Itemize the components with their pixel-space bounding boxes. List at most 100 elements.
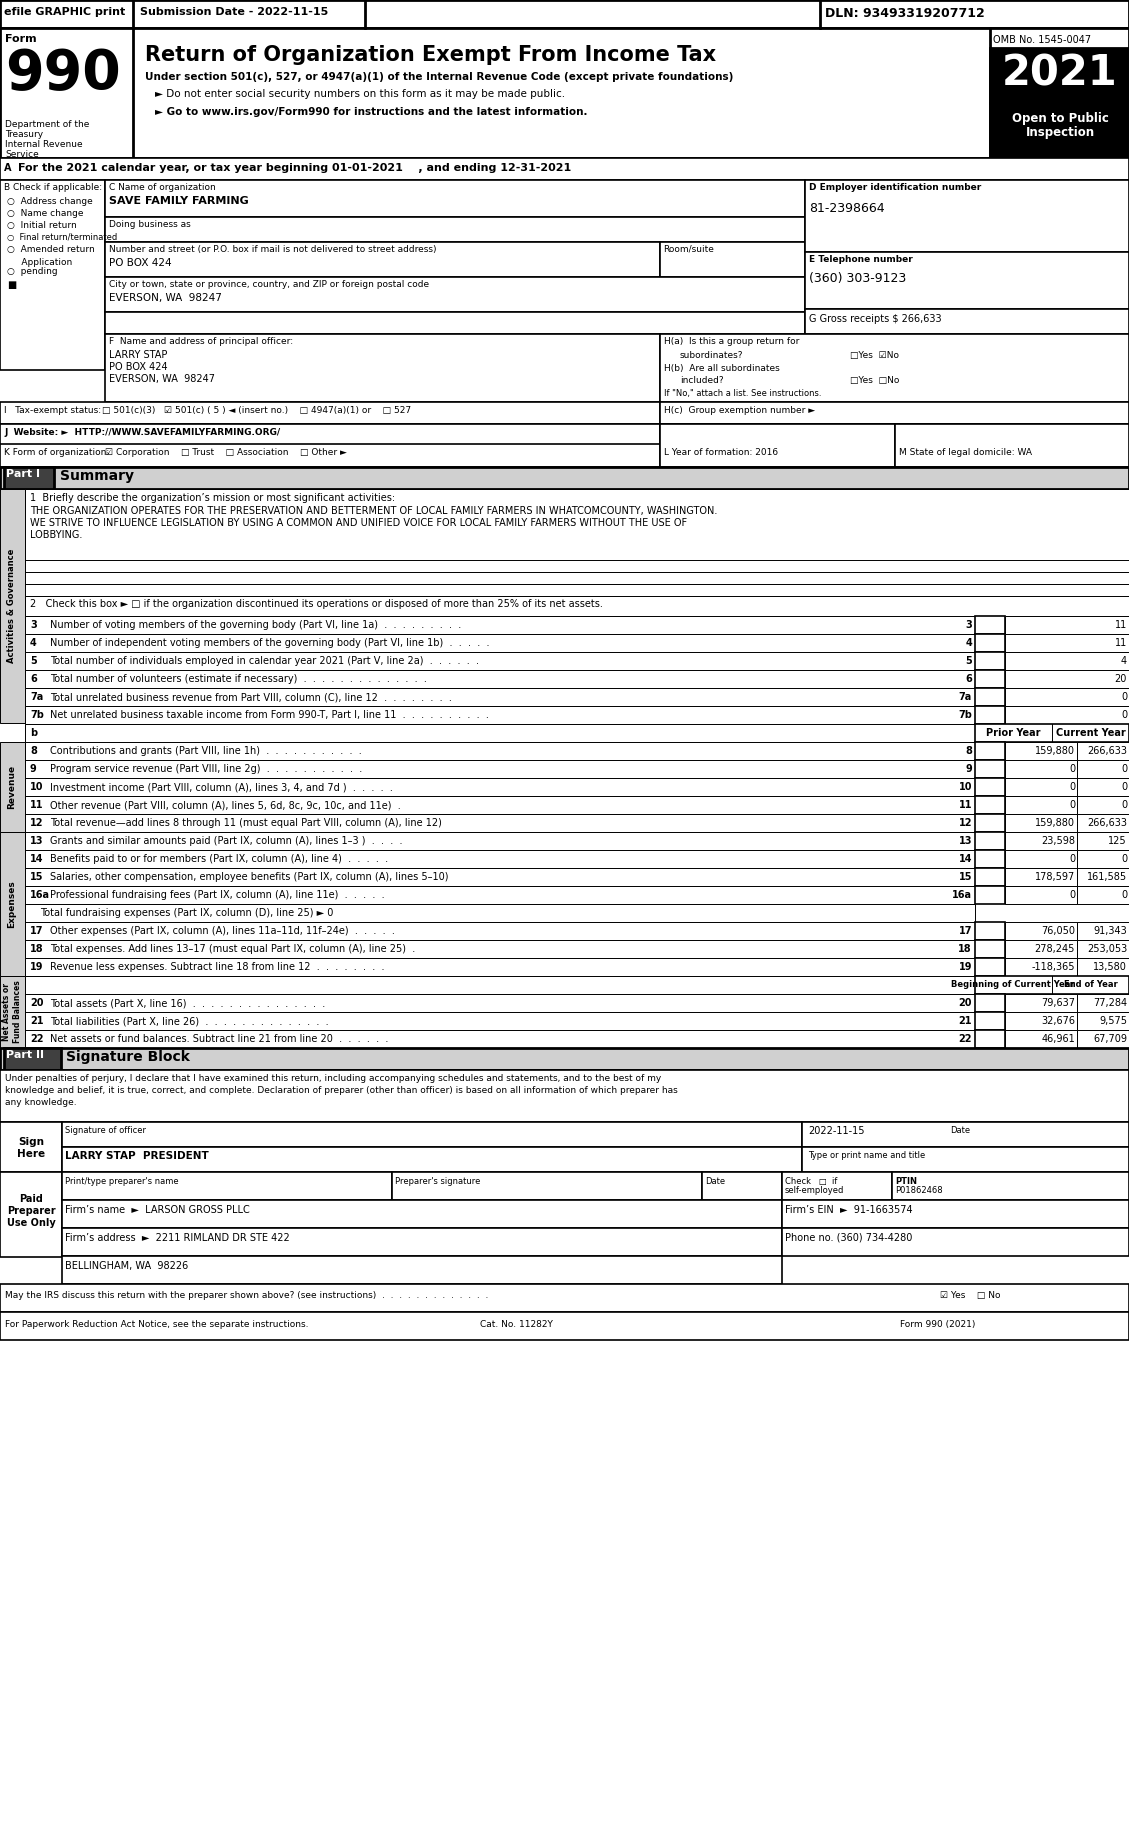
Bar (0, 1122, 62, 1172)
Text: Doing business as: Doing business as (110, 220, 191, 229)
Text: 2021: 2021 (1003, 52, 1118, 94)
Text: 79,637: 79,637 (1041, 998, 1075, 1007)
Bar (105, 312, 805, 334)
Bar (25, 597, 1129, 615)
Text: Part II: Part II (6, 1050, 44, 1061)
Text: 14: 14 (30, 854, 44, 865)
Text: Print/type preparer's name: Print/type preparer's name (65, 1177, 178, 1186)
Bar (702, 1172, 782, 1199)
Text: 15: 15 (959, 872, 972, 881)
Text: LOBBYING.: LOBBYING. (30, 530, 82, 540)
Bar (975, 671, 1005, 687)
Text: Department of the: Department of the (5, 120, 89, 129)
Text: 159,880: 159,880 (1035, 819, 1075, 828)
Text: 161,585: 161,585 (1087, 872, 1127, 881)
Bar (25, 957, 975, 976)
Bar (1005, 832, 1077, 850)
Text: THE ORGANIZATION OPERATES FOR THE PRESERVATION AND BETTERMENT OF LOCAL FAMILY FA: THE ORGANIZATION OPERATES FOR THE PRESER… (30, 506, 717, 516)
Text: 22: 22 (30, 1035, 44, 1044)
Text: Under penalties of perjury, I declare that I have examined this return, includin: Under penalties of perjury, I declare th… (5, 1074, 662, 1083)
Text: Total assets (Part X, line 16)  .  .  .  .  .  .  .  .  .  .  .  .  .  .  .: Total assets (Part X, line 16) . . . . .… (50, 998, 325, 1007)
Text: ○  Amended return: ○ Amended return (7, 246, 95, 253)
Text: G Gross receipts $ 266,633: G Gross receipts $ 266,633 (809, 314, 942, 323)
Text: BELLINGHAM, WA  98226: BELLINGHAM, WA 98226 (65, 1260, 189, 1271)
Bar (1005, 743, 1077, 760)
Bar (975, 652, 1005, 671)
Text: 20: 20 (959, 998, 972, 1007)
Text: 21: 21 (959, 1016, 972, 1026)
Text: Contributions and grants (Part VIII, line 1h)  .  .  .  .  .  .  .  .  .  .  .: Contributions and grants (Part VIII, lin… (50, 747, 361, 756)
Bar (975, 1029, 1005, 1048)
Text: Return of Organization Exempt From Income Tax: Return of Organization Exempt From Incom… (145, 44, 716, 65)
Text: 7a: 7a (959, 691, 972, 702)
Text: 17: 17 (959, 926, 972, 935)
Text: 10: 10 (30, 782, 44, 793)
Text: Summary: Summary (60, 469, 134, 482)
Text: City or town, state or province, country, and ZIP or foreign postal code: City or town, state or province, country… (110, 281, 429, 288)
Bar (105, 242, 660, 277)
Text: 14: 14 (959, 854, 972, 865)
Text: 990: 990 (5, 46, 121, 102)
Bar (25, 706, 975, 724)
Bar (62, 1229, 782, 1257)
Text: 16a: 16a (952, 891, 972, 900)
Text: 0: 0 (1121, 710, 1127, 721)
Text: 20: 20 (1114, 675, 1127, 684)
Text: 11: 11 (1114, 619, 1127, 630)
Text: ☑ Yes    □ No: ☑ Yes □ No (940, 1292, 1000, 1299)
Text: □Yes  ☑No: □Yes ☑No (850, 351, 899, 360)
Bar (0, 28, 133, 157)
Text: knowledge and belief, it is true, correct, and complete. Declaration of preparer: knowledge and belief, it is true, correc… (5, 1087, 677, 1096)
Text: Other expenses (Part IX, column (A), lines 11a–11d, 11f–24e)  .  .  .  .  .: Other expenses (Part IX, column (A), lin… (50, 926, 395, 935)
Text: Service: Service (5, 150, 38, 159)
Text: Firm’s EIN  ►  91-1663574: Firm’s EIN ► 91-1663574 (785, 1205, 912, 1214)
Text: LARRY STAP  PRESIDENT: LARRY STAP PRESIDENT (65, 1151, 209, 1161)
Text: ☑ Corporation    □ Trust    □ Association    □ Other ►: ☑ Corporation □ Trust □ Association □ Ot… (105, 447, 347, 456)
Text: Treasury: Treasury (5, 129, 43, 139)
Text: P01862468: P01862468 (895, 1186, 943, 1196)
Text: 253,053: 253,053 (1087, 944, 1127, 954)
Text: Total revenue—add lines 8 through 11 (must equal Part VIII, column (A), line 12): Total revenue—add lines 8 through 11 (mu… (50, 819, 441, 828)
Bar (1077, 832, 1129, 850)
Bar (62, 1257, 782, 1284)
Bar (805, 309, 1129, 334)
Text: Beginning of Current Year: Beginning of Current Year (952, 979, 1075, 989)
Bar (1005, 687, 1129, 706)
Bar (990, 28, 1129, 157)
Text: Form 990 (2021): Form 990 (2021) (900, 1319, 975, 1329)
Text: 0: 0 (1121, 854, 1127, 865)
Bar (0, 179, 105, 370)
Text: Open to Public: Open to Public (1012, 113, 1109, 126)
Bar (782, 1172, 892, 1199)
Bar (0, 832, 25, 976)
Text: Cat. No. 11282Y: Cat. No. 11282Y (480, 1319, 553, 1329)
Bar (975, 687, 1005, 706)
Text: Total expenses. Add lines 13–17 (must equal Part IX, column (A), line 25)  .: Total expenses. Add lines 13–17 (must eq… (50, 944, 415, 954)
Text: Phone no. (360) 734-4280: Phone no. (360) 734-4280 (785, 1233, 912, 1244)
Bar (0, 468, 1129, 490)
Bar (105, 334, 660, 403)
Bar (25, 976, 975, 994)
Text: efile GRAPHIC print: efile GRAPHIC print (5, 7, 125, 17)
Bar (660, 242, 805, 277)
Text: D Employer identification number: D Employer identification number (809, 183, 981, 192)
Text: 9: 9 (30, 763, 37, 774)
Bar (25, 584, 1129, 597)
Text: Use Only: Use Only (7, 1218, 55, 1229)
Bar (892, 1172, 1129, 1199)
Bar (975, 957, 1005, 976)
Text: Prior Year: Prior Year (986, 728, 1040, 737)
Bar (1077, 813, 1129, 832)
Bar (975, 813, 1005, 832)
Text: Date: Date (949, 1125, 970, 1135)
Text: 9: 9 (965, 763, 972, 774)
Text: Check   □  if: Check □ if (785, 1177, 838, 1186)
Text: I   Tax-exempt status:: I Tax-exempt status: (5, 407, 102, 416)
Bar (0, 743, 25, 832)
Bar (1077, 796, 1129, 813)
Text: Number of independent voting members of the governing body (Part VI, line 1b)  .: Number of independent voting members of … (50, 638, 490, 649)
Bar (1005, 760, 1077, 778)
Text: Signature Block: Signature Block (65, 1050, 190, 1064)
Bar (975, 832, 1005, 850)
Text: 266,633: 266,633 (1087, 747, 1127, 756)
